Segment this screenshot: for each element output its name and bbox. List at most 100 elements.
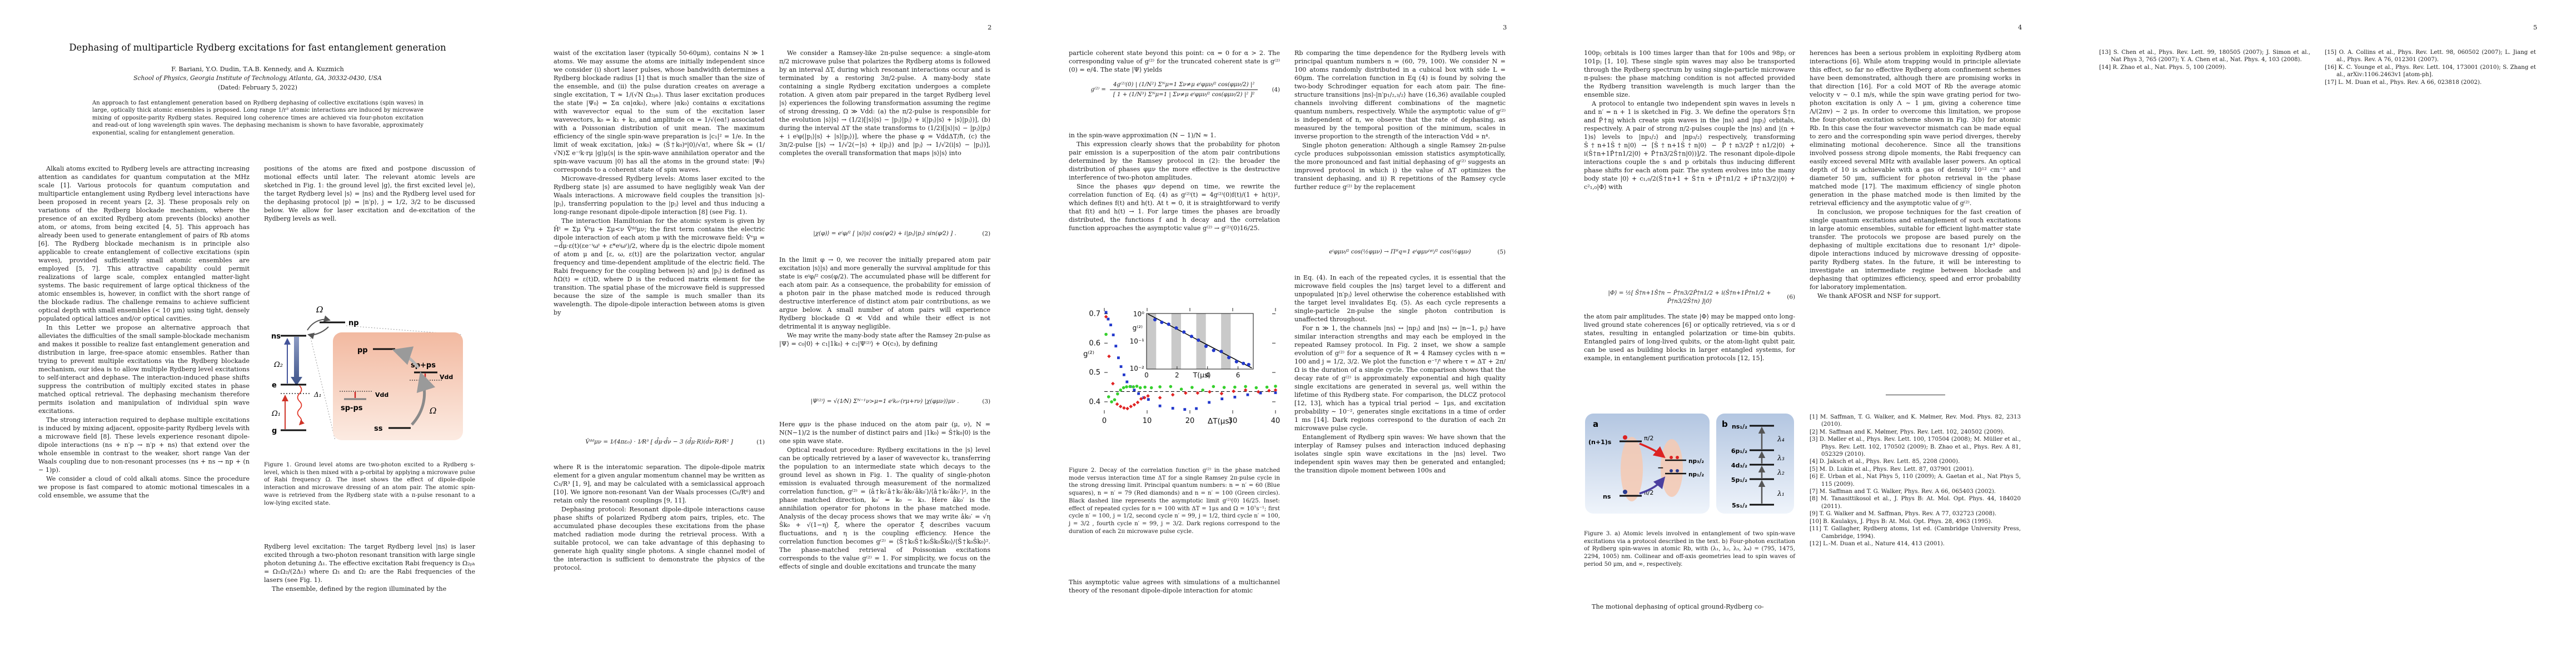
paragraph: The interaction Hamiltonian for the atom… bbox=[554, 217, 765, 316]
affiliation-line: School of Physics, Georgia Institute of … bbox=[133, 74, 382, 82]
n1s-level-label: (n+1)s bbox=[1588, 439, 1612, 446]
svg-text:10: 10 bbox=[1143, 417, 1152, 425]
paragraph: Microwave-dressed Rydberg levels: Atoms … bbox=[554, 175, 765, 216]
text-blocks: waist of the excitation laser (typically… bbox=[554, 49, 765, 317]
lambda4-label: λ₄ bbox=[1777, 435, 1785, 443]
page-number: 3 bbox=[1503, 23, 1507, 31]
g-level-label: g bbox=[272, 427, 277, 435]
lambda3-label: λ₃ bbox=[1777, 454, 1785, 462]
d432-label: 4d₃/₂ bbox=[1731, 462, 1747, 469]
reference-item: [1] M. Saffman, T. G. Walker, and K. Møl… bbox=[1810, 414, 2021, 428]
svg-text:T(μs): T(μs) bbox=[1193, 371, 1211, 379]
text-blocks: Rydberg level excitation: The target Ryd… bbox=[264, 542, 475, 594]
page-title: Dephasing of multiparticle Rydberg excit… bbox=[69, 42, 446, 53]
text-blocks: Here φμν is the phase induced on the ato… bbox=[779, 420, 990, 571]
page-3: 3 particle coherent state beyond this po… bbox=[1030, 0, 1546, 667]
minus-sign: − bbox=[1657, 464, 1664, 472]
figure3-diagram: a (n+1)s π/2 ns π/2 np₃/₂ np₁/ bbox=[1585, 414, 1794, 514]
paragraph: Dephasing protocol: Resonant dipole-dipo… bbox=[554, 506, 765, 571]
page-number: 2 bbox=[988, 23, 992, 31]
equation-4: g⁽²⁾ = 4g⁽²⁾(0) | (1/N²) Σᴺμ=1 Σν≠μ eⁱφμ… bbox=[1090, 82, 1280, 98]
np-level-label: np bbox=[348, 319, 359, 327]
microwave-arrow-icon bbox=[307, 315, 331, 331]
panel-a-label: a bbox=[1593, 419, 1598, 429]
page-2: 2 waist of the excitation laser (typical… bbox=[515, 0, 1030, 667]
paragraph: Rb comparing the time dependence for the… bbox=[1294, 49, 1506, 140]
p512-label: 5p₁/₂ bbox=[1731, 476, 1747, 484]
svg-text:0.7: 0.7 bbox=[1089, 310, 1100, 318]
paragraph: We thank AFOSR and NSF for support. bbox=[1817, 292, 1941, 300]
page-5: 5 [13] S. Chen et al., Phys. Rev. Lett. … bbox=[2061, 0, 2576, 667]
reference-item: [17] L. M. Duan et al., Phys. Rev. A 66,… bbox=[2325, 79, 2482, 86]
equation-6: |Φ⟩ = ½[ Ŝ†n+1Ŝ†n − P̂†n3/2P̂†n1/2 + i(Ŝ… bbox=[1608, 290, 1795, 305]
paragraph: In conclusion, we propose techniques for… bbox=[1810, 208, 2021, 291]
text-blocks: Rb comparing the time dependence for the… bbox=[1294, 49, 1506, 192]
reference-item: [5] M. D. Lukin et al., Phys. Rev. Lett.… bbox=[1810, 466, 1974, 472]
inset-connector bbox=[310, 337, 336, 441]
reference-item: [13] S. Chen et al., Phys. Rev. Lett. 99… bbox=[2099, 49, 2310, 63]
p612-label: 6p₁/₂ bbox=[1731, 447, 1747, 455]
svg-text:g⁽²⁾: g⁽²⁾ bbox=[1083, 350, 1094, 359]
paragraph: In the limit φ → 0, we recover the initi… bbox=[779, 256, 990, 330]
p2-column-left: waist of the excitation laser (typically… bbox=[554, 49, 765, 610]
references-list: [1] M. Saffman, T. G. Walker, and K. Møl… bbox=[1810, 414, 2021, 547]
text-blocks: in Eq. (4). In each of the repeated cycl… bbox=[1294, 273, 1506, 475]
ss-level-label: ss bbox=[374, 425, 383, 433]
svg-text:10⁻¹: 10⁻¹ bbox=[1130, 337, 1145, 345]
p3-column-right: Rb comparing the time dependence for the… bbox=[1294, 49, 1506, 610]
np12-label: np₁/₂ bbox=[1688, 471, 1704, 478]
p5-column-left: [13] S. Chen et al., Phys. Rev. Lett. 99… bbox=[2099, 49, 2310, 610]
p1-column-left: Alkali atoms excited to Rydberg levels a… bbox=[38, 165, 250, 667]
text-blocks: where R is the interatomic separation. T… bbox=[554, 463, 765, 573]
paragraph: Rydberg level excitation: The target Ryd… bbox=[264, 543, 475, 584]
omega1-label: Ω₁ bbox=[271, 410, 281, 418]
figure2-chart: 0 10 20 30 40 0.4 0.5 0.6 0.7 ΔT(μs) g⁽²⁾ 0 2 4 6 T(μs)… bbox=[1083, 308, 1280, 426]
omega-label: Ω bbox=[316, 305, 323, 315]
equation-5: eⁱφμν/² cos(½φμν) → Πᴿq=1 eⁱφμν⁽ᵠ⁾/² cos… bbox=[1329, 248, 1506, 255]
page-1: Dephasing of multiparticle Rydberg excit… bbox=[0, 0, 515, 667]
np32-label: np₃/₂ bbox=[1688, 458, 1704, 465]
paragraph: This expression clearly shows that the p… bbox=[1069, 141, 1280, 181]
figure1-diagram: ns np Ω Ω₂ e Δ₁ Ω₁ g bbox=[271, 305, 463, 441]
figure1-caption: Figure 1. Ground level atoms are two-pho… bbox=[264, 462, 475, 506]
p1-column-right: positions of the atoms are fixed and pos… bbox=[264, 165, 475, 667]
emission-wavy-arrow-icon bbox=[297, 385, 305, 426]
paragraph: Here φμν is the phase induced on the ato… bbox=[779, 421, 990, 445]
blue-atom-dot bbox=[1670, 469, 1673, 472]
svg-text:0.6: 0.6 bbox=[1089, 339, 1100, 347]
references-list: [15] O. A. Collins et al., Phys. Rev. Le… bbox=[2325, 49, 2536, 86]
paragraph: in Eq. (4). In each of the repeated cycl… bbox=[1294, 274, 1506, 323]
microwave-arrow-icon bbox=[307, 326, 329, 340]
paragraph: the atom pair amplitudes. The state |Φ⟩ … bbox=[1584, 313, 1795, 362]
retrieval-arrow-icon bbox=[291, 337, 302, 386]
pair-inset-panel bbox=[333, 332, 463, 440]
svg-text:20: 20 bbox=[1185, 417, 1195, 425]
reference-item: [4] D. Jaksch et al., Phys. Rev. Lett. 8… bbox=[1810, 459, 1960, 465]
svg-text:40: 40 bbox=[1271, 417, 1280, 425]
p5-column-right: [15] O. A. Collins et al., Phys. Rev. Le… bbox=[2325, 49, 2536, 610]
figure2-plot: 0 10 20 30 40 0.4 0.5 0.6 0.7 ΔT(μs) g⁽²⁾ 0 2 4 6 T(μs)… bbox=[1083, 308, 1280, 426]
closing-line: The motional dephasing of optical ground… bbox=[1584, 603, 1795, 611]
text-blocks: herences has been a serious problem in e… bbox=[1810, 49, 2021, 301]
reference-item: [11] T. Gallagher, Rydberg atoms, 1st ed… bbox=[1810, 526, 2021, 540]
reference-item: [8] M. Tanasittikosol et al., J. Phys B:… bbox=[1810, 496, 2021, 510]
text-blocks: We consider a Ramsey-like 2π-pulse seque… bbox=[779, 49, 990, 158]
dressing-arrow-icon bbox=[392, 346, 420, 369]
paragraph: waist of the excitation laser (typically… bbox=[554, 49, 765, 173]
equation-1: V̂ᵈᵈμν = 1⁄(4πε₀) · 1⁄R³ [ d̂μ·d̂ν − 3 (… bbox=[585, 439, 765, 445]
reference-item: [15] O. A. Collins et al., Phys. Rev. Le… bbox=[2325, 49, 2536, 63]
ns-level-label: ns bbox=[1603, 493, 1611, 500]
paragraph: particle coherent state beyond this poin… bbox=[1069, 49, 1280, 73]
paragraph: The strong interaction required to depha… bbox=[38, 416, 250, 474]
reference-item: [3] D. Møller et al., Phys. Rev. Lett. 1… bbox=[1810, 436, 2021, 458]
ns-level-label: ns bbox=[271, 332, 281, 341]
text-blocks: particle coherent state beyond this poin… bbox=[1069, 49, 1280, 74]
pi2-pulse-arrow-icon bbox=[1639, 476, 1666, 495]
delta1-label: Δ₁ bbox=[313, 391, 321, 399]
p4-column-left: 100pⱼ orbitals is 100 times larger than … bbox=[1584, 49, 1795, 610]
omega-inset-label: Ω bbox=[429, 406, 436, 416]
ensemble-ellipse bbox=[1661, 439, 1683, 497]
svg-text:0: 0 bbox=[1144, 371, 1149, 379]
reference-item: [16] K. C. Younge et al., Phys. Rev. Let… bbox=[2325, 64, 2536, 78]
